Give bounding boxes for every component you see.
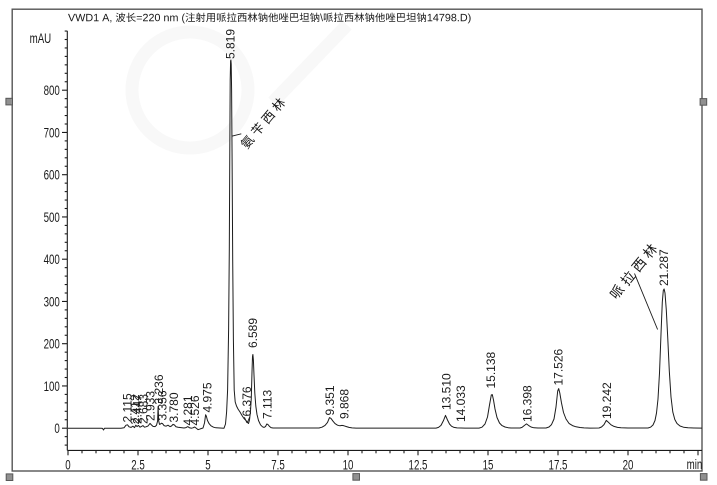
svg-text:4.975: 4.975	[201, 382, 215, 412]
svg-text:4.526: 4.526	[188, 395, 202, 425]
svg-text:12.5: 12.5	[409, 458, 428, 473]
svg-text:<6.376: <6.376	[240, 386, 254, 423]
svg-text:0: 0	[54, 422, 60, 437]
svg-text:2.5: 2.5	[131, 458, 145, 473]
svg-text:9.868: 9.868	[338, 389, 352, 419]
svg-text:2.412: 2.412	[128, 394, 142, 424]
svg-text:10: 10	[343, 458, 354, 473]
svg-text:mAU: mAU	[30, 31, 52, 46]
svg-text:3.780: 3.780	[167, 392, 181, 422]
svg-text:200: 200	[44, 337, 61, 352]
svg-text:21.287: 21.287	[657, 249, 671, 286]
svg-text:0: 0	[65, 458, 71, 473]
svg-text:20: 20	[623, 458, 634, 473]
svg-text:700: 700	[44, 126, 61, 141]
svg-text:13.510: 13.510	[440, 373, 454, 410]
svg-text:15.138: 15.138	[484, 351, 498, 388]
svg-text:19.242: 19.242	[600, 382, 614, 419]
svg-text:14.033: 14.033	[454, 385, 468, 422]
svg-text:15: 15	[483, 458, 494, 473]
svg-text:2.115: 2.115	[121, 393, 135, 422]
svg-text:300: 300	[44, 295, 61, 310]
svg-text:5: 5	[205, 458, 211, 473]
svg-text:4.281: 4.281	[181, 395, 195, 425]
svg-text:800: 800	[44, 84, 61, 99]
svg-text:16.398: 16.398	[520, 385, 534, 422]
svg-text:5.819: 5.819	[224, 29, 238, 59]
svg-text:3.236: 3.236	[152, 374, 166, 404]
svg-text:9.351: 9.351	[323, 385, 337, 415]
svg-text:17.5: 17.5	[549, 458, 568, 473]
svg-text:2.447: 2.447	[131, 394, 145, 424]
svg-text:2.683: 2.683	[136, 394, 150, 424]
svg-text:400: 400	[44, 253, 61, 268]
svg-text:6.589: 6.589	[246, 318, 260, 348]
svg-text:17.526: 17.526	[551, 348, 565, 385]
svg-text:2.933: 2.933	[143, 391, 157, 421]
svg-text:min: min	[687, 457, 703, 472]
svg-text:600: 600	[44, 168, 61, 183]
svg-text:3.356: 3.356	[156, 390, 170, 420]
svg-text:500: 500	[44, 210, 61, 225]
svg-text:7.113: 7.113	[261, 390, 275, 419]
svg-text:7.5: 7.5	[271, 458, 285, 473]
svg-text:100: 100	[44, 379, 61, 394]
